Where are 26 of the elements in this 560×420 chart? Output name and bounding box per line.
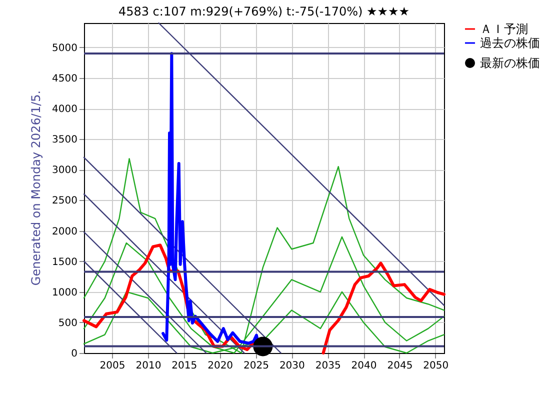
y-tick-label: 500 bbox=[58, 318, 78, 329]
legend-label: ＡＩ予測 bbox=[480, 22, 528, 36]
y-tick-label: 0 bbox=[71, 348, 78, 360]
x-tick-label: 2025 bbox=[244, 360, 269, 372]
y-tick-label: 1000 bbox=[52, 287, 78, 298]
text: Generated on Monday 2026/1/5. bbox=[29, 90, 43, 286]
y-tick-label: 4000 bbox=[52, 104, 78, 116]
x-tick-label: 2030 bbox=[279, 360, 305, 372]
legend-label: 最新の株価 bbox=[480, 56, 540, 70]
y-tick-label: 1500 bbox=[52, 256, 78, 268]
chart-title: 4583 c:107 m:929(+769%) t:-75(-170%) ★★★★ bbox=[118, 4, 410, 18]
x-tick-label: 2010 bbox=[136, 360, 162, 372]
x-tick-label: 2015 bbox=[172, 360, 198, 372]
x-tick-label: 2005 bbox=[100, 360, 126, 372]
y-tick-label: 2500 bbox=[52, 196, 78, 207]
y-tick-label: 2000 bbox=[52, 226, 78, 238]
legend-label: 過去の株価 bbox=[480, 36, 540, 50]
x-tick-label: 2040 bbox=[351, 360, 377, 372]
y-tick-label: 4500 bbox=[52, 74, 78, 84]
y-tick-label: 3500 bbox=[52, 134, 78, 146]
y-tick-label: 3000 bbox=[52, 165, 78, 176]
x-tick-label: 2035 bbox=[315, 360, 341, 372]
x-tick-label: 2020 bbox=[208, 360, 234, 372]
y-tick-label: 5000 bbox=[52, 42, 78, 54]
x-tick-label: 2045 bbox=[387, 360, 413, 372]
x-tick-label: 2050 bbox=[423, 360, 449, 372]
